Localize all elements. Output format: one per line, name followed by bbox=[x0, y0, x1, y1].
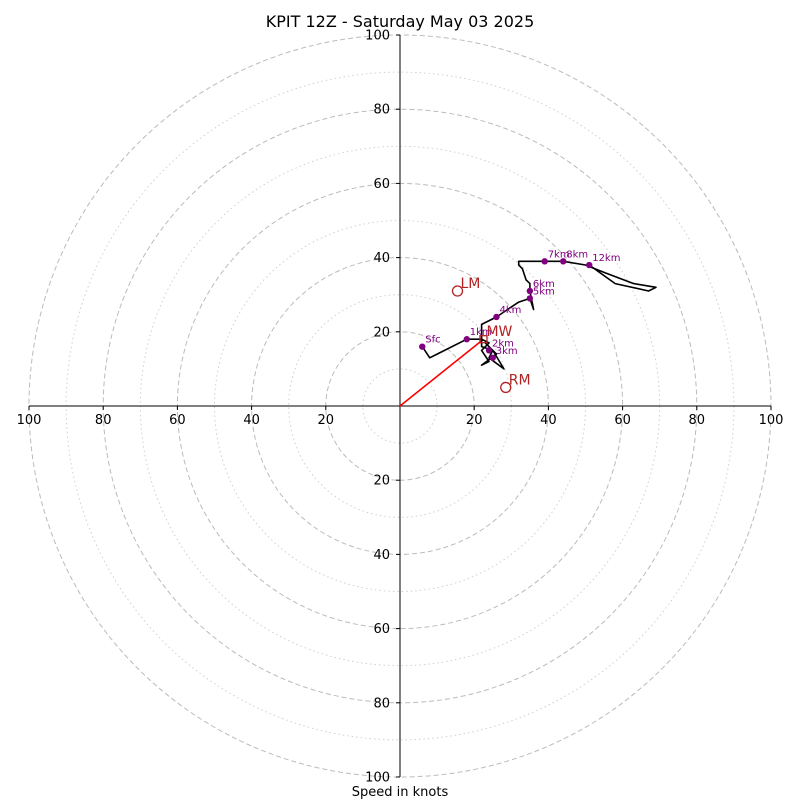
hodograph-line bbox=[421, 260, 657, 370]
height-label: 4km bbox=[499, 305, 521, 316]
height-point bbox=[419, 343, 426, 350]
y-tick-label: 20 bbox=[373, 474, 390, 489]
tick-labels: 20 40 60 80 100 20 40 60 80 100 20 40 60 80 100 20 40 60 8… bbox=[17, 29, 784, 786]
y-tick-label: 40 bbox=[373, 251, 390, 266]
height-point bbox=[485, 347, 493, 354]
mean-wind-vector-layer bbox=[399, 338, 484, 407]
x-tick-label: 20 bbox=[318, 413, 335, 428]
storm-motion-label: MW bbox=[486, 324, 512, 340]
height-label: Sfc bbox=[425, 335, 440, 346]
x-tick-label: 100 bbox=[17, 413, 42, 428]
y-tick-label: 100 bbox=[365, 771, 390, 786]
x-tick-label: 60 bbox=[169, 413, 186, 428]
y-tick-label: 60 bbox=[373, 177, 390, 192]
x-tick-label: 40 bbox=[540, 413, 557, 428]
height-point bbox=[560, 258, 567, 265]
x-tick-label: 80 bbox=[95, 413, 112, 428]
height-point bbox=[493, 313, 500, 321]
x-tick-label: 80 bbox=[689, 413, 706, 428]
x-tick-label: 40 bbox=[243, 413, 260, 428]
storm-motion-label: LM bbox=[461, 276, 481, 292]
x-tick-label: 60 bbox=[614, 413, 631, 428]
height-label: 5km bbox=[533, 286, 555, 297]
height-label: 3km bbox=[496, 346, 518, 357]
mean-wind-vector bbox=[399, 338, 484, 407]
storm-motion-marker bbox=[500, 381, 512, 394]
height-label: 1km bbox=[470, 327, 492, 338]
height-point bbox=[526, 295, 534, 302]
storm-motion-marker bbox=[479, 335, 488, 344]
height-point bbox=[586, 261, 593, 269]
height-label: 12km bbox=[592, 253, 620, 264]
y-tick-label: 60 bbox=[373, 622, 390, 637]
y-tick-label: 40 bbox=[373, 548, 390, 563]
height-point bbox=[489, 354, 496, 361]
height-label: 6km bbox=[533, 279, 555, 290]
height-point bbox=[526, 287, 534, 295]
y-tick-label: 80 bbox=[373, 696, 390, 711]
y-tick-label: 20 bbox=[373, 325, 390, 340]
height-point bbox=[463, 336, 470, 343]
y-tick-label: 80 bbox=[373, 103, 390, 118]
height-label: 7km bbox=[548, 249, 570, 260]
x-tick-label: 20 bbox=[466, 413, 483, 428]
height-label: 2km bbox=[492, 338, 514, 349]
hodograph-trace-layer bbox=[421, 260, 657, 370]
y-tick-label: 100 bbox=[365, 29, 390, 44]
storm-motion-label: RM bbox=[509, 372, 531, 388]
height-point bbox=[541, 258, 548, 265]
x-tick-label: 100 bbox=[759, 413, 784, 428]
storm-motion-markers: LM RM MW bbox=[451, 276, 531, 394]
chart-title: KPIT 12Z - Saturday May 03 2025 bbox=[266, 12, 535, 31]
storm-motion-marker bbox=[451, 285, 464, 297]
x-axis-label: Speed in knots bbox=[352, 785, 449, 800]
height-label: 8km bbox=[566, 249, 588, 260]
